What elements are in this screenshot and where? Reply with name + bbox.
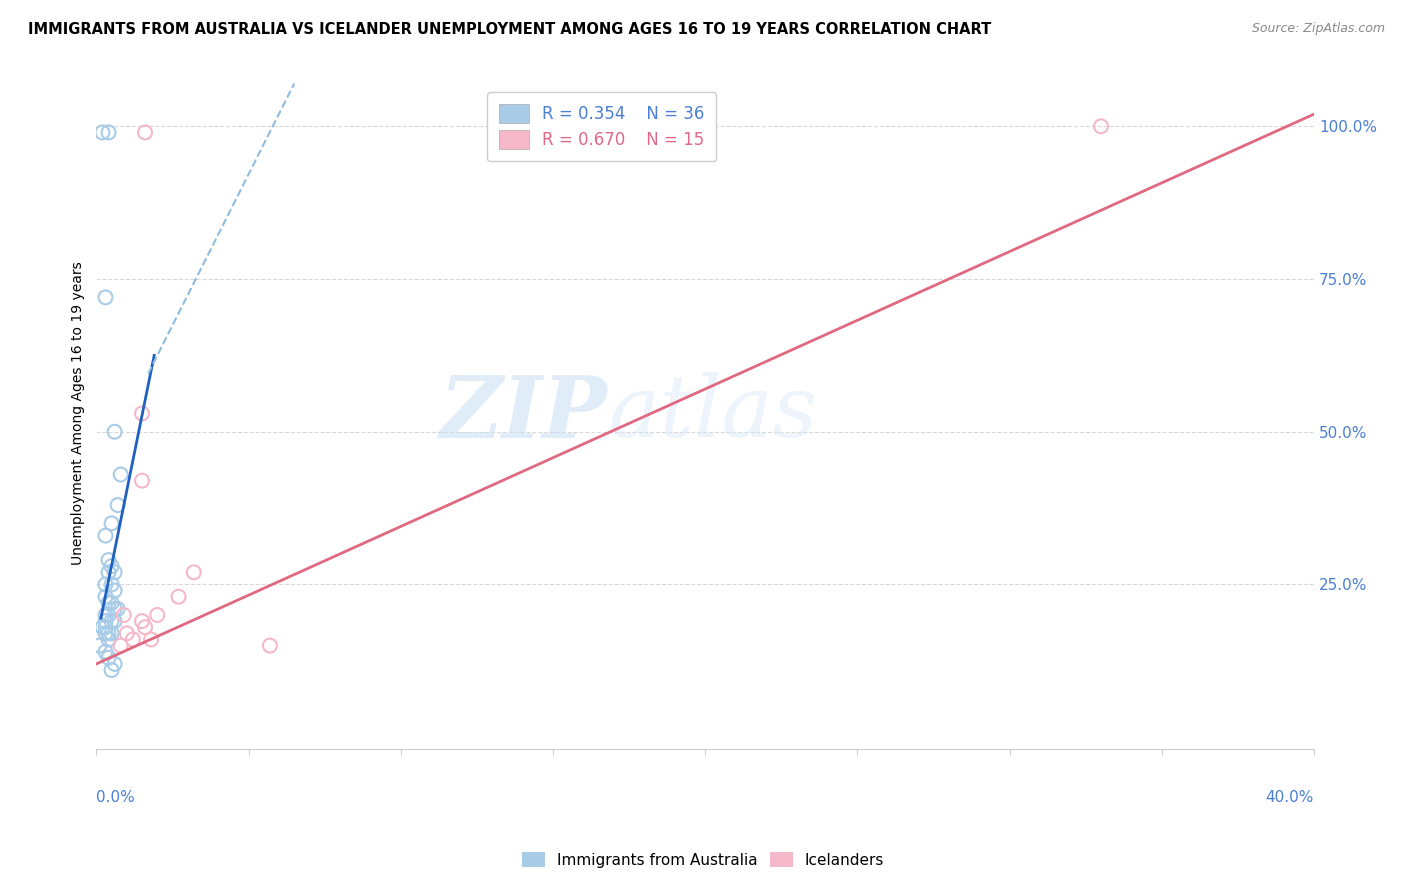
Point (131, 406, 153, 420)
Point (115, 626, 138, 640)
Point (100, 626, 122, 640)
Point (110, 639, 132, 653)
Text: Source: ZipAtlas.com: Source: ZipAtlas.com (1251, 22, 1385, 36)
Point (100, 663, 122, 677)
Point (100, 559, 122, 574)
Point (97, 566, 120, 580)
Y-axis label: Unemployment Among Ages 16 to 19 years: Unemployment Among Ages 16 to 19 years (72, 261, 86, 566)
Point (131, 614, 153, 628)
Point (141, 632, 163, 647)
Point (94, 626, 117, 640)
Text: atlas: atlas (607, 372, 817, 455)
Point (100, 596, 122, 610)
Text: 40.0%: 40.0% (1265, 789, 1315, 805)
Point (104, 425, 127, 439)
Point (110, 467, 132, 482)
Point (97, 650, 120, 665)
Point (104, 614, 127, 628)
Point (94, 614, 117, 628)
Point (104, 583, 127, 598)
Point (91, 125, 114, 139)
Point (100, 516, 122, 531)
Point (97, 125, 120, 139)
Point (107, 498, 129, 512)
Point (112, 607, 135, 622)
Legend: R = 0.354    N = 36, R = 0.670    N = 15: R = 0.354 N = 36, R = 0.670 N = 15 (488, 93, 716, 161)
Point (94, 528, 117, 542)
Point (134, 125, 156, 139)
Text: 0.0%: 0.0% (97, 789, 135, 805)
Legend: Immigrants from Australia, Icelanders: Immigrants from Australia, Icelanders (516, 846, 890, 873)
Point (104, 566, 127, 580)
Point (91, 620, 114, 634)
Point (100, 614, 122, 628)
Text: ZIP: ZIP (440, 372, 607, 455)
Point (1090, 120, 1112, 134)
Point (100, 577, 122, 591)
Point (94, 607, 117, 622)
Point (89, 639, 111, 653)
Point (107, 602, 129, 616)
Point (94, 577, 117, 591)
Point (97, 626, 120, 640)
Point (97, 632, 120, 647)
Point (97, 596, 120, 610)
Point (104, 602, 127, 616)
Text: IMMIGRANTS FROM AUSTRALIA VS ICELANDER UNEMPLOYMENT AMONG AGES 16 TO 19 YEARS CO: IMMIGRANTS FROM AUSTRALIA VS ICELANDER U… (28, 22, 991, 37)
Point (146, 607, 169, 622)
Point (94, 290, 117, 304)
Point (94, 645, 117, 659)
Point (183, 566, 205, 580)
Point (122, 632, 145, 647)
Point (97, 607, 120, 622)
Point (259, 639, 281, 653)
Point (94, 620, 117, 634)
Point (94, 590, 117, 604)
Point (97, 553, 120, 567)
Point (134, 620, 156, 634)
Point (167, 590, 190, 604)
Point (104, 657, 127, 671)
Point (131, 474, 153, 488)
